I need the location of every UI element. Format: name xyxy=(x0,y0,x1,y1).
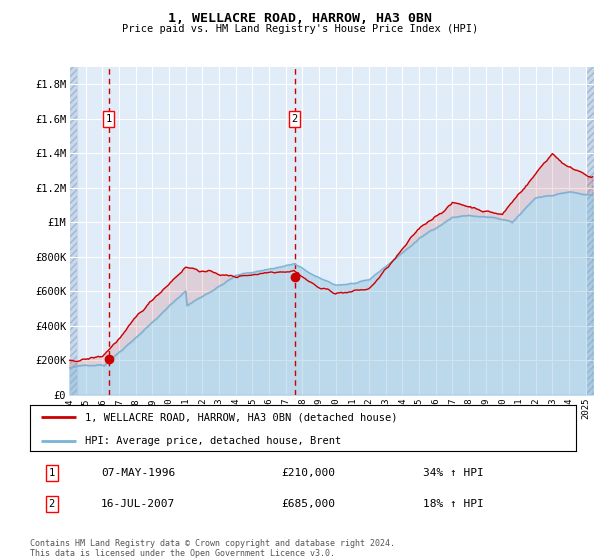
Text: 2: 2 xyxy=(49,499,55,509)
Text: 1: 1 xyxy=(49,468,55,478)
Text: 18% ↑ HPI: 18% ↑ HPI xyxy=(423,499,484,509)
Text: 1: 1 xyxy=(106,114,112,124)
Text: 16-JUL-2007: 16-JUL-2007 xyxy=(101,499,175,509)
Text: Contains HM Land Registry data © Crown copyright and database right 2024.
This d: Contains HM Land Registry data © Crown c… xyxy=(30,539,395,558)
Text: 07-MAY-1996: 07-MAY-1996 xyxy=(101,468,175,478)
Bar xyxy=(69,67,77,395)
Text: 34% ↑ HPI: 34% ↑ HPI xyxy=(423,468,484,478)
Text: £210,000: £210,000 xyxy=(281,468,335,478)
Text: 1, WELLACRE ROAD, HARROW, HA3 0BN: 1, WELLACRE ROAD, HARROW, HA3 0BN xyxy=(168,12,432,25)
Text: £685,000: £685,000 xyxy=(281,499,335,509)
Text: 2: 2 xyxy=(292,114,298,124)
Text: HPI: Average price, detached house, Brent: HPI: Average price, detached house, Bren… xyxy=(85,436,341,446)
Text: 1, WELLACRE ROAD, HARROW, HA3 0BN (detached house): 1, WELLACRE ROAD, HARROW, HA3 0BN (detac… xyxy=(85,412,397,422)
Text: Price paid vs. HM Land Registry's House Price Index (HPI): Price paid vs. HM Land Registry's House … xyxy=(122,24,478,34)
Bar xyxy=(586,67,594,395)
Bar xyxy=(69,67,77,395)
